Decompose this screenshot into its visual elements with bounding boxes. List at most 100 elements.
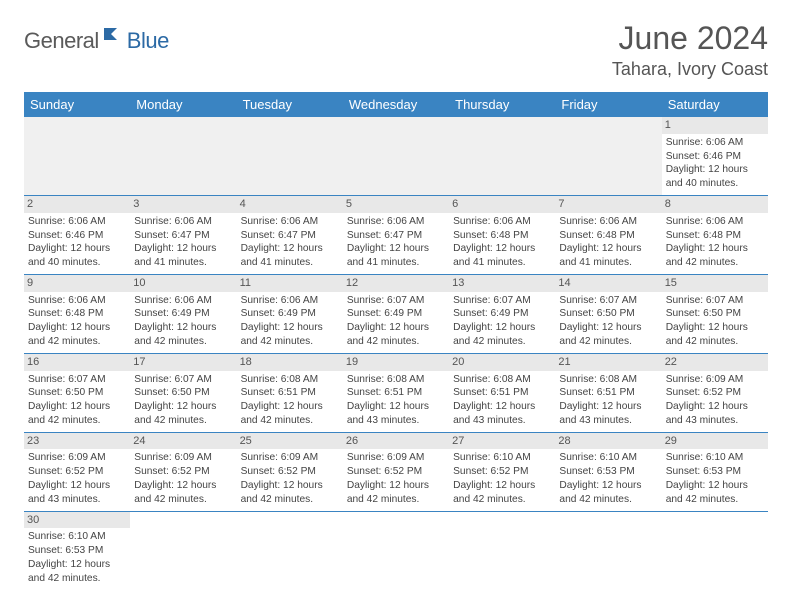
calendar-day: 7Sunrise: 6:06 AMSunset: 6:48 PMDaylight… <box>555 195 661 274</box>
calendar-day: 29Sunrise: 6:10 AMSunset: 6:53 PMDayligh… <box>662 432 768 511</box>
calendar-empty <box>555 511 661 589</box>
sunrise-line: Sunrise: 6:08 AM <box>347 373 445 387</box>
daylight-line: Daylight: 12 hours and 43 minutes. <box>666 400 764 428</box>
sunrise-line: Sunrise: 6:10 AM <box>666 451 764 465</box>
sunrise-line: Sunrise: 6:07 AM <box>347 294 445 308</box>
sunset-line: Sunset: 6:50 PM <box>666 307 764 321</box>
sunset-line: Sunset: 6:52 PM <box>134 465 232 479</box>
calendar-day: 22Sunrise: 6:09 AMSunset: 6:52 PMDayligh… <box>662 353 768 432</box>
calendar-day: 9Sunrise: 6:06 AMSunset: 6:48 PMDaylight… <box>24 274 130 353</box>
logo-text-general: General <box>24 28 99 54</box>
logo: General Blue <box>24 26 169 55</box>
sunset-line: Sunset: 6:49 PM <box>453 307 551 321</box>
daylight-line: Daylight: 12 hours and 41 minutes. <box>241 242 339 270</box>
daylight-line: Daylight: 12 hours and 42 minutes. <box>134 479 232 507</box>
day-number: 2 <box>24 196 130 213</box>
sunrise-line: Sunrise: 6:06 AM <box>666 136 764 150</box>
sunset-line: Sunset: 6:47 PM <box>241 229 339 243</box>
sunset-line: Sunset: 6:46 PM <box>666 150 764 164</box>
daylight-line: Daylight: 12 hours and 41 minutes. <box>559 242 657 270</box>
sunset-line: Sunset: 6:47 PM <box>134 229 232 243</box>
sunrise-line: Sunrise: 6:06 AM <box>28 215 126 229</box>
calendar-day: 11Sunrise: 6:06 AMSunset: 6:49 PMDayligh… <box>237 274 343 353</box>
calendar-day: 6Sunrise: 6:06 AMSunset: 6:48 PMDaylight… <box>449 195 555 274</box>
sunrise-line: Sunrise: 6:06 AM <box>28 294 126 308</box>
sunset-line: Sunset: 6:50 PM <box>28 386 126 400</box>
daylight-line: Daylight: 12 hours and 42 minutes. <box>28 558 126 586</box>
day-number: 22 <box>662 354 768 371</box>
day-number: 11 <box>237 275 343 292</box>
day-number: 20 <box>449 354 555 371</box>
weekday-header-row: Sunday Monday Tuesday Wednesday Thursday… <box>24 92 768 117</box>
sunrise-line: Sunrise: 6:07 AM <box>134 373 232 387</box>
sunset-line: Sunset: 6:51 PM <box>559 386 657 400</box>
sunset-line: Sunset: 6:52 PM <box>28 465 126 479</box>
calendar-day: 13Sunrise: 6:07 AMSunset: 6:49 PMDayligh… <box>449 274 555 353</box>
calendar-day: 8Sunrise: 6:06 AMSunset: 6:48 PMDaylight… <box>662 195 768 274</box>
sunrise-line: Sunrise: 6:09 AM <box>666 373 764 387</box>
sunrise-line: Sunrise: 6:06 AM <box>241 294 339 308</box>
calendar-empty <box>662 511 768 589</box>
sunset-line: Sunset: 6:52 PM <box>347 465 445 479</box>
sunset-line: Sunset: 6:48 PM <box>28 307 126 321</box>
sunrise-line: Sunrise: 6:10 AM <box>453 451 551 465</box>
weekday-header: Friday <box>555 92 661 117</box>
sunrise-line: Sunrise: 6:07 AM <box>28 373 126 387</box>
calendar-day: 3Sunrise: 6:06 AMSunset: 6:47 PMDaylight… <box>130 195 236 274</box>
calendar-empty <box>130 117 236 195</box>
calendar-day: 14Sunrise: 6:07 AMSunset: 6:50 PMDayligh… <box>555 274 661 353</box>
day-number: 30 <box>24 512 130 529</box>
daylight-line: Daylight: 12 hours and 42 minutes. <box>28 321 126 349</box>
calendar-day: 28Sunrise: 6:10 AMSunset: 6:53 PMDayligh… <box>555 432 661 511</box>
day-number: 27 <box>449 433 555 450</box>
daylight-line: Daylight: 12 hours and 41 minutes. <box>453 242 551 270</box>
day-number: 18 <box>237 354 343 371</box>
calendar-day: 21Sunrise: 6:08 AMSunset: 6:51 PMDayligh… <box>555 353 661 432</box>
daylight-line: Daylight: 12 hours and 41 minutes. <box>347 242 445 270</box>
day-number: 25 <box>237 433 343 450</box>
calendar-empty <box>343 511 449 589</box>
day-number: 19 <box>343 354 449 371</box>
day-number: 4 <box>237 196 343 213</box>
sunrise-line: Sunrise: 6:06 AM <box>134 215 232 229</box>
sunset-line: Sunset: 6:47 PM <box>347 229 445 243</box>
calendar-day: 23Sunrise: 6:09 AMSunset: 6:52 PMDayligh… <box>24 432 130 511</box>
calendar-empty <box>555 117 661 195</box>
daylight-line: Daylight: 12 hours and 43 minutes. <box>559 400 657 428</box>
sunrise-line: Sunrise: 6:09 AM <box>241 451 339 465</box>
logo-flag-icon <box>103 26 125 47</box>
daylight-line: Daylight: 12 hours and 42 minutes. <box>666 242 764 270</box>
calendar-day: 5Sunrise: 6:06 AMSunset: 6:47 PMDaylight… <box>343 195 449 274</box>
daylight-line: Daylight: 12 hours and 42 minutes. <box>559 321 657 349</box>
sunset-line: Sunset: 6:49 PM <box>347 307 445 321</box>
daylight-line: Daylight: 12 hours and 42 minutes. <box>666 321 764 349</box>
daylight-line: Daylight: 12 hours and 42 minutes. <box>241 321 339 349</box>
sunset-line: Sunset: 6:50 PM <box>559 307 657 321</box>
calendar-empty <box>343 117 449 195</box>
weekday-header: Thursday <box>449 92 555 117</box>
day-number: 1 <box>662 117 768 134</box>
day-number: 26 <box>343 433 449 450</box>
daylight-line: Daylight: 12 hours and 41 minutes. <box>134 242 232 270</box>
page-title: June 2024 <box>612 20 768 57</box>
calendar-day: 10Sunrise: 6:06 AMSunset: 6:49 PMDayligh… <box>130 274 236 353</box>
calendar-day: 18Sunrise: 6:08 AMSunset: 6:51 PMDayligh… <box>237 353 343 432</box>
sunset-line: Sunset: 6:53 PM <box>28 544 126 558</box>
calendar-day: 20Sunrise: 6:08 AMSunset: 6:51 PMDayligh… <box>449 353 555 432</box>
day-number: 17 <box>130 354 236 371</box>
sunrise-line: Sunrise: 6:07 AM <box>453 294 551 308</box>
calendar-day: 19Sunrise: 6:08 AMSunset: 6:51 PMDayligh… <box>343 353 449 432</box>
sunrise-line: Sunrise: 6:06 AM <box>134 294 232 308</box>
sunset-line: Sunset: 6:48 PM <box>666 229 764 243</box>
sunset-line: Sunset: 6:48 PM <box>559 229 657 243</box>
sunset-line: Sunset: 6:51 PM <box>241 386 339 400</box>
weekday-header: Wednesday <box>343 92 449 117</box>
daylight-line: Daylight: 12 hours and 42 minutes. <box>559 479 657 507</box>
calendar-day: 26Sunrise: 6:09 AMSunset: 6:52 PMDayligh… <box>343 432 449 511</box>
sunrise-line: Sunrise: 6:10 AM <box>28 530 126 544</box>
calendar-empty <box>449 511 555 589</box>
daylight-line: Daylight: 12 hours and 42 minutes. <box>241 479 339 507</box>
sunrise-line: Sunrise: 6:07 AM <box>666 294 764 308</box>
calendar-empty <box>24 117 130 195</box>
calendar-day: 24Sunrise: 6:09 AMSunset: 6:52 PMDayligh… <box>130 432 236 511</box>
